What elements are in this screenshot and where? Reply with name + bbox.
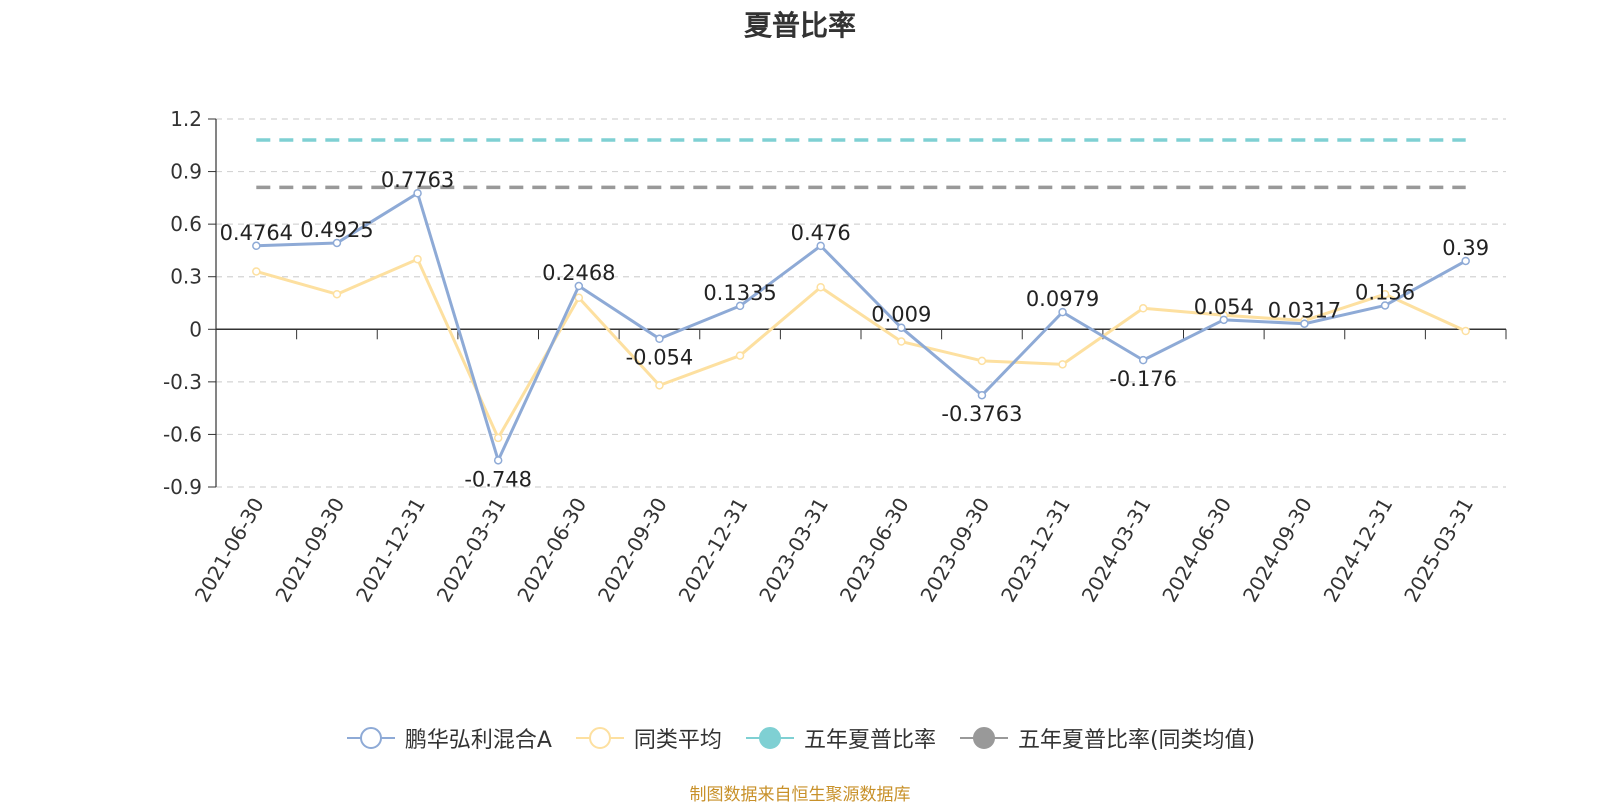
data-label: 0.39 [1442, 236, 1489, 260]
data-point [897, 337, 906, 346]
data-label: 0.009 [871, 303, 931, 327]
data-point [816, 282, 825, 292]
data-point [332, 289, 342, 299]
y-tick-label: 0 [189, 317, 202, 341]
data-point [252, 241, 261, 251]
data-label: 0.0979 [1026, 287, 1099, 311]
series-line [256, 191, 1467, 462]
data-point [1138, 355, 1148, 365]
data-label: 0.0317 [1268, 299, 1341, 323]
data-point [897, 323, 906, 332]
data-point [493, 456, 503, 465]
data-point [816, 241, 825, 251]
x-tick-label: 2022-09-30 [593, 494, 672, 607]
grid-layer [216, 118, 1506, 488]
data-label: -0.176 [1109, 367, 1177, 391]
data-label: -0.748 [464, 467, 532, 491]
data-point [1380, 289, 1390, 299]
legend-label: 五年夏普比率(同类均值) [1017, 728, 1256, 753]
x-tick-label: 2022-06-30 [512, 494, 591, 607]
y-tick-label: -0.6 [163, 422, 202, 446]
y-tick-label: -0.3 [163, 370, 202, 394]
series-line [255, 257, 1467, 440]
y-tick-label: 0.3 [170, 265, 202, 289]
x-tick-label: 2021-12-31 [351, 494, 430, 607]
x-tick-label: 2023-12-31 [996, 494, 1075, 607]
x-tick-label: 2024-12-31 [1318, 494, 1397, 607]
x-tick-label: 2022-03-31 [432, 494, 511, 607]
data-point [332, 238, 342, 248]
y-tick-label: 0.9 [170, 160, 202, 184]
x-tick-label: 2024-06-30 [1157, 494, 1236, 607]
data-point [493, 433, 503, 443]
data-point [1461, 256, 1470, 266]
data-label: 0.4925 [300, 218, 373, 242]
data-point [1058, 307, 1067, 317]
legend-marker-icon [575, 727, 624, 749]
legend-marker-icon [959, 727, 1008, 749]
y-tick-label: 0.6 [170, 212, 202, 236]
data-label: 0.054 [1194, 295, 1254, 319]
y-tick-label: -0.9 [163, 475, 202, 499]
x-tick-label: 2022-12-31 [673, 494, 752, 607]
x-tick-label: 2023-09-30 [915, 494, 994, 607]
y-tick-label: 1.2 [170, 107, 202, 131]
data-label: -0.3763 [941, 402, 1022, 426]
data-point [574, 281, 584, 291]
data-point [1058, 360, 1067, 369]
x-tick-label: 2021-09-30 [270, 494, 349, 607]
data-point [1461, 326, 1470, 336]
source-note: 制图数据来自恒生聚源数据库 [689, 785, 911, 805]
data-point [1380, 301, 1390, 310]
x-tick-label: 2025-03-31 [1399, 494, 1478, 607]
data-point [735, 301, 745, 311]
x-tick-label: 2024-03-31 [1077, 494, 1156, 607]
data-label: 0.136 [1355, 280, 1415, 304]
legend-label: 鹏华弘利混合A [404, 728, 552, 753]
data-label: 0.7763 [381, 168, 454, 192]
data-point [413, 188, 422, 198]
legend-label: 同类平均 [633, 728, 722, 753]
reference-lines-layer [256, 138, 1466, 190]
chart-title: 夏普比率 [743, 9, 856, 42]
legend-item[interactable]: 五年夏普比率(同类均值) [958, 722, 1255, 754]
legend-marker-icon [346, 727, 395, 749]
legend-label: 五年夏普比率 [803, 728, 936, 753]
data-point [1219, 315, 1229, 325]
data-point [977, 356, 987, 366]
data-point [413, 254, 422, 264]
x-tick-label: 2023-06-30 [835, 494, 914, 607]
legend-item[interactable]: 同类平均 [574, 722, 722, 754]
data-point [977, 390, 987, 400]
x-tick-label: 2024-09-30 [1238, 494, 1317, 607]
chart-legend: 鹏华弘利混合A 同类平均 五年夏普比率 五年夏普比率(同类均值) [0, 722, 1600, 754]
data-point [1300, 319, 1309, 328]
data-labels-layer: 0.4764 0.4925 0.7763 -0.748 0.2468 -0.054 0.13… [220, 168, 1490, 491]
data-point [735, 351, 745, 360]
data-point [574, 293, 584, 302]
legend-item[interactable]: 鹏华弘利混合A [345, 722, 552, 754]
x-tick-label: 2023-03-31 [754, 494, 833, 607]
legend-item[interactable]: 五年夏普比率 [744, 722, 936, 754]
data-point [1138, 304, 1148, 313]
data-label: 0.4764 [220, 221, 293, 245]
data-label: 0.2468 [542, 261, 615, 285]
legend-marker-icon [745, 727, 794, 749]
data-point [655, 381, 664, 390]
data-point [252, 267, 261, 276]
x-tick-label: 2021-06-30 [190, 494, 269, 607]
data-label: 0.1335 [703, 281, 776, 305]
data-label: 0.476 [791, 221, 851, 245]
data-label: -0.054 [626, 346, 694, 370]
series-layer [252, 188, 1470, 465]
data-point [655, 334, 664, 343]
